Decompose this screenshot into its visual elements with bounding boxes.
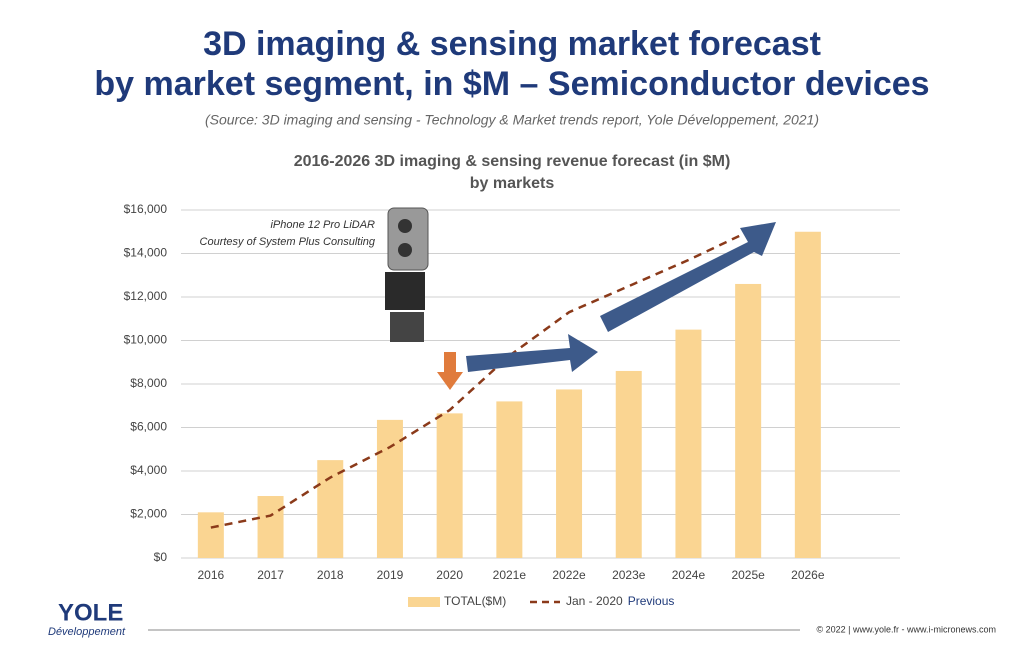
logo: YOLE [58, 599, 123, 626]
bar [376, 419, 403, 558]
x-tick-label: 2021e [493, 568, 527, 582]
legend-label: TOTAL($M) [444, 594, 506, 608]
bar [615, 370, 642, 558]
x-tick-label: 2016 [197, 568, 224, 582]
legend-note: Previous [628, 594, 675, 608]
x-tick-label: 2024e [672, 568, 706, 582]
bar [436, 413, 463, 558]
x-tick-label: 2018 [317, 568, 344, 582]
y-tick-label: $14,000 [124, 246, 168, 260]
x-tick-label: 2017 [257, 568, 284, 582]
down-arrow [437, 352, 463, 390]
bar [496, 401, 523, 558]
logo-sub: Développement [48, 626, 126, 638]
footer: © 2022 | www.yole.fr - www.i-micronews.c… [816, 624, 996, 634]
trend-arrow [466, 334, 598, 372]
slide-title: 3D imaging & sensing market forecast [203, 25, 821, 63]
y-tick-label: $6,000 [130, 420, 167, 434]
source: (Source: 3D imaging and sensing - Techno… [205, 112, 819, 128]
chart-title: 2016-2026 3D imaging & sensing revenue f… [294, 153, 731, 170]
x-tick-label: 2022e [552, 568, 586, 582]
x-tick-label: 2019 [377, 568, 404, 582]
legend-label: Jan - 2020 [566, 594, 623, 608]
y-tick-label: $4,000 [130, 463, 167, 477]
y-tick-label: $8,000 [130, 376, 167, 390]
legend-swatch [408, 597, 440, 607]
legend: TOTAL($M) Jan - 2020 Previous [408, 594, 674, 608]
x-tick-label: 2020 [436, 568, 463, 582]
y-tick-label: $0 [154, 550, 168, 564]
bar [197, 512, 224, 558]
slide-title: by market segment, in $M – Semiconductor… [94, 65, 929, 103]
y-tick-label: $16,000 [124, 202, 168, 216]
y-tick-label: $12,000 [124, 289, 168, 303]
plot: $0 $2,000 $4,000 $6,000 $8,000 $10,000 $12,000… [124, 202, 900, 582]
trend-arrow [600, 222, 776, 332]
bar [556, 389, 583, 558]
bar [794, 231, 821, 558]
image-caption: iPhone 12 Pro LiDAR [270, 219, 375, 231]
y-tick-label: $10,000 [124, 333, 168, 347]
x-tick-label: 2023e [612, 568, 646, 582]
chart-title: by markets [470, 175, 555, 192]
x-tick-label: 2026e [791, 568, 825, 582]
x-tick-label: 2025e [731, 568, 765, 582]
phone-image [385, 207, 429, 342]
bar [675, 329, 702, 558]
bar [317, 460, 344, 558]
bar [735, 283, 762, 558]
image-caption: Courtesy of System Plus Consulting [200, 236, 376, 248]
line [210, 230, 749, 529]
y-tick-label: $2,000 [130, 507, 167, 521]
bar [257, 496, 284, 558]
